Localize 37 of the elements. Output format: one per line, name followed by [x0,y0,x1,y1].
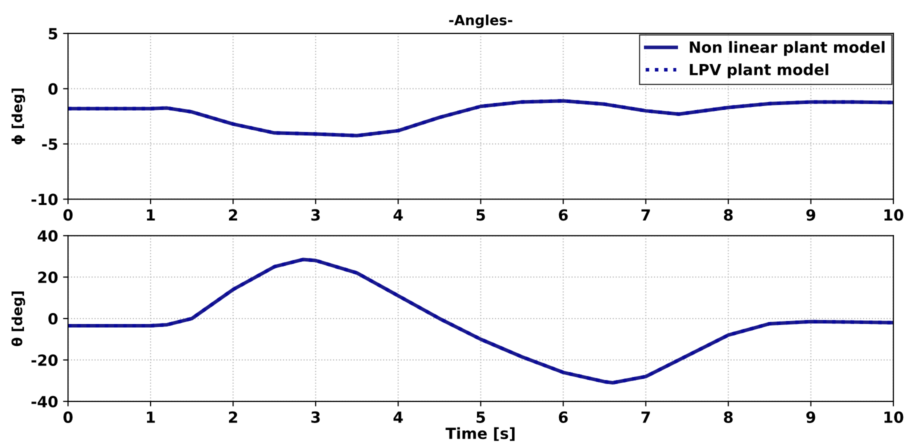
y-tick-label: 5 [48,28,58,40]
y-tick-label: -40 [32,396,58,408]
y-tick-label: 0 [48,83,58,95]
y-axis-title: ϕ [deg] [12,88,26,144]
legend-label: LPV plant model [690,64,828,78]
y-tick-label: -10 [32,194,58,206]
x-tick-label: 1 [146,209,155,221]
x-tick-label: 3 [311,411,320,423]
x-tick-label: 10 [884,411,904,423]
x-axis-title: Time [s] [446,427,515,441]
x-tick-label: 3 [311,209,320,221]
x-tick-label: 5 [476,412,485,423]
x-tick-label: 4 [394,209,403,221]
x-tick-label: 7 [641,412,650,423]
x-tick-label: 5 [476,209,485,221]
x-tick-label: 9 [806,411,816,423]
x-tick-label: 9 [806,209,816,221]
x-tick-label: 4 [394,412,403,423]
x-tick-label: 10 [884,209,904,221]
x-tick-label: 6 [558,209,568,221]
y-tick-label: 20 [38,272,58,284]
y-tick-label: -20 [32,354,58,366]
legend-label: Non linear plant model [690,41,884,56]
x-tick-label: 8 [724,209,733,221]
x-tick-label: 0 [63,209,73,221]
x-tick-label: 2 [228,209,238,221]
x-tick-label: 8 [724,411,733,423]
chart-title: -Angles- [449,14,512,28]
x-tick-label: 1 [146,412,155,423]
y-tick-label: 40 [38,230,58,242]
x-tick-label: 2 [228,411,238,423]
y-tick-label: -5 [42,138,58,150]
y-axis-title: θ [deg] [11,292,26,346]
x-tick-label: 6 [558,411,568,423]
x-tick-label: 7 [641,209,650,221]
x-tick-label: 0 [63,411,73,423]
y-tick-label: 0 [48,312,58,325]
